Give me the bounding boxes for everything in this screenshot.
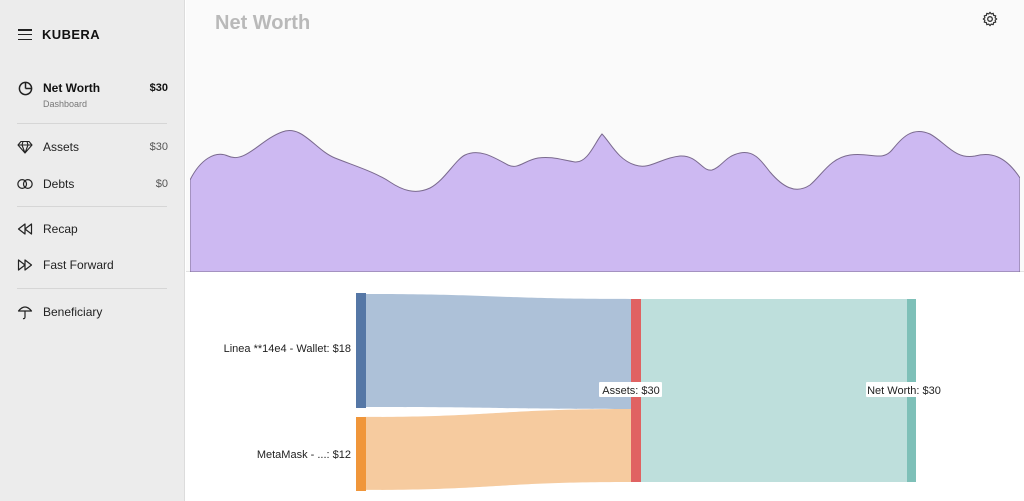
wave-area [190,130,1020,272]
sidebar-item-label: Beneficiary [43,305,103,319]
diamond-icon [17,139,33,155]
brand: KUBERA [18,27,100,42]
sankey-node-linea [356,293,366,408]
sankey-node-metamask [356,417,366,491]
sankey-label-metamask: MetaMask - ...: $12 [257,449,351,461]
sidebar-item-recap[interactable]: Recap [17,221,168,237]
net-worth-wave-chart [190,130,1020,272]
pie-chart-icon [17,80,33,96]
page-title: Net Worth [215,12,311,34]
rings-icon [17,176,33,192]
sidebar: KUBERA Net Worth $30 Dashboard Assets $3… [0,0,185,501]
sankey-flow-metamask-to-assets [362,409,631,490]
sidebar-item-net-worth[interactable]: Net Worth $30 [17,80,168,96]
asset-sankey-chart: Linea **14e4 - Wallet: $18 MetaMask - ..… [224,293,943,491]
sankey-label-linea: Linea **14e4 - Wallet: $18 [224,343,351,355]
sidebar-item-label: Debts [43,177,75,191]
sidebar-item-fast-forward[interactable]: Fast Forward [17,257,168,273]
brand-title: KUBERA [42,27,101,42]
sidebar-item-assets[interactable]: Assets $30 [17,139,168,155]
sankey-flow-assets-to-net-worth [641,299,907,482]
umbrella-icon [17,304,33,320]
sidebar-divider [17,123,167,124]
sidebar-divider [17,288,167,289]
sankey-label-assets: Assets: $30 [602,385,659,397]
sidebar-item-label: Assets [43,140,80,154]
sidebar-item-value: $30 [149,141,168,153]
hamburger-menu-icon[interactable] [18,29,32,40]
net-worth-header: Net Worth [186,0,1024,272]
sidebar-item-value: $30 [149,82,168,94]
sidebar-item-value: $0 [155,178,168,190]
sidebar-item-debts[interactable]: Debts $0 [17,176,168,192]
sidebar-item-beneficiary[interactable]: Beneficiary [17,304,168,320]
sankey-label-net-worth: Net Worth: $30 [867,385,941,397]
sidebar-divider [17,206,167,207]
rewind-icon [17,221,33,237]
sidebar-item-sublabel: Dashboard [43,99,88,109]
sidebar-item-label: Net Worth [43,81,101,95]
sankey-flow-linea-to-assets [362,294,631,409]
gear-icon[interactable] [982,11,998,27]
sidebar-item-label: Recap [43,222,78,236]
main-content: Net Worth Linea **14e4 - Wallet: $18 Met… [186,0,1024,501]
fast-forward-icon [17,257,33,273]
sidebar-item-label: Fast Forward [43,258,114,272]
